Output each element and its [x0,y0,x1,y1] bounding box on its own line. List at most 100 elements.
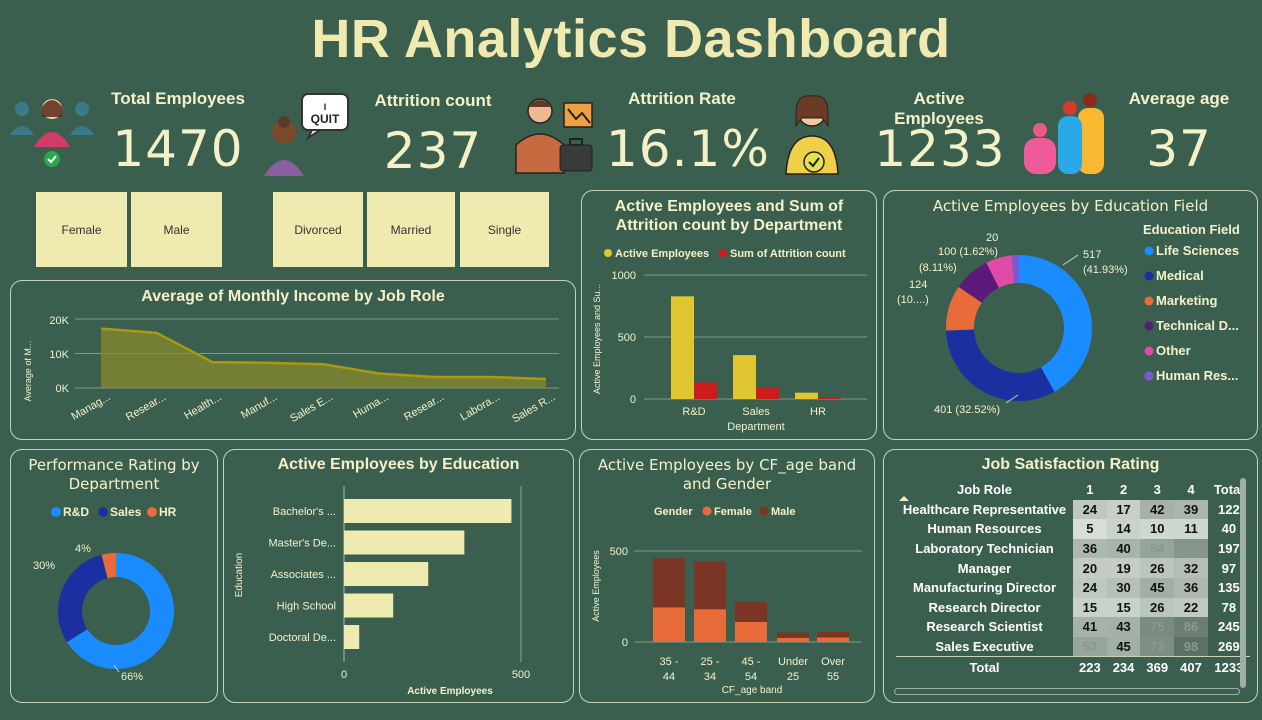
active-employee-icon [785,95,839,175]
job-satisfaction-panel: Job Satisfaction Rating Job Role 1 2 3 4… [883,449,1258,703]
header-rating-2[interactable]: 2 [1119,482,1128,498]
total-cell: 407 [1174,656,1208,677]
income-x-tick: Health... [182,391,223,422]
table-row[interactable]: Manager 20 19 26 32 97 [896,558,1250,578]
education-field-legend-swatch [1144,246,1154,256]
header-rating-3[interactable]: 3 [1153,482,1161,498]
income-y-tick: 20K [49,315,69,327]
rating-cell: 75 [1140,617,1175,637]
total-cell: 135 [1218,580,1240,596]
job-role-cell: Research Director [928,599,1041,615]
age-band-bar [777,637,809,642]
rating-cell: 86 [1174,617,1208,637]
legend-hr: HR [159,505,177,519]
age-x-tick: 55 [827,671,839,683]
education-field-donut: 517 (41.93%) 401 (32.52%) 124 (10....) 1… [897,222,1240,416]
header-job-role[interactable]: Job Role [957,482,1012,498]
rating-cell: 43 [1106,617,1141,637]
slicer-gender-female[interactable]: Female [36,192,127,267]
income-x-tick: Labora... [458,391,502,423]
education-y-tick: High School [277,601,336,613]
age-x-label: CF_age band [722,685,783,696]
education-field-legend-title: Education Field [1143,222,1240,237]
table-row[interactable]: Sales Executive 53 45 73 98 269 [896,636,1250,657]
income-y-tick: 10K [49,349,69,361]
legend-attrition: Sum of Attrition count [730,248,846,260]
rating-cell: 67 [1174,538,1208,559]
performance-slice [67,553,174,669]
slicer-marital-married[interactable]: Married [367,192,455,267]
label-sales-pct: 30% [33,560,55,572]
education-field-legend-swatch [1144,371,1154,381]
legend-sales-swatch [98,507,108,517]
slicer-marital-single[interactable]: Single [460,192,549,267]
income-y-tick: 0K [56,383,70,395]
sort-ascending-icon[interactable] [898,494,910,502]
income-x-tick: Resear... [402,391,446,423]
header-rating-4[interactable]: 4 [1187,482,1195,498]
table-row[interactable]: Manufacturing Director 24 30 45 36 135 [896,577,1250,598]
department-bar [795,392,818,399]
header-total[interactable]: Total [1213,482,1244,498]
age-legend-title: Gender [654,506,693,518]
label-marketing: 124 [909,279,927,291]
age-x-tick: 25 - [701,656,720,668]
education-bar-chart: Education Active Employees Bachelor's ..… [234,486,530,697]
income-x-tick: Manag... [69,391,112,423]
horizontal-scrollbar[interactable] [894,688,1240,695]
job-role-cell: Sales Executive [935,639,1034,655]
department-chart-title: Active Employees and Sum of Attrition cou… [614,198,844,234]
vertical-scrollbar[interactable] [1240,478,1246,688]
age-band-panel: Active Employees by CF_age band and Gende… [579,449,875,703]
income-x-tick: Huma... [351,391,390,421]
kpi-total-employees-label: Total Employees [111,89,245,108]
rating-cell: 20 [1073,558,1107,578]
income-x-tick: Sales E... [288,391,335,425]
education-field-legend-item: Human Res... [1156,368,1238,383]
performance-rating-title: Performance Rating by Department [28,456,200,493]
label-hr-pct: 4% [75,543,91,555]
age-band-bar [653,607,685,642]
table-row[interactable]: Laboratory Technician 36 40 54 67 197 [896,538,1250,559]
slicer-gender-male[interactable]: Male [131,192,222,267]
slicer-marital-divorced[interactable]: Divorced [273,192,363,267]
department-chart-panel: Active Employees and Sum of Attrition cou… [581,190,877,440]
education-chart-title: Active Employees by Education [277,456,520,473]
education-y-tick: Doctoral De... [269,632,336,644]
kpi-attrition-rate-value: 16.1% [606,120,770,178]
rating-cell: 10 [1140,519,1175,539]
department-bar [671,296,694,399]
table-row[interactable]: Healthcare Representative 24 17 42 39 122 [896,499,1250,520]
department-x-tick: Sales [742,406,770,418]
education-bar [344,530,465,555]
label-rd-pct: 66% [121,671,143,683]
header-rating-1[interactable]: 1 [1086,482,1094,498]
job-satisfaction-table: Job Role 1 2 3 4 Total Healthcare Repres… [896,480,1250,677]
income-x-tick: Manuf... [239,391,279,421]
age-band-bar [777,632,809,638]
table-header-row: Job Role 1 2 3 4 Total [896,480,1250,500]
education-field-slice [946,286,982,331]
education-field-slice [958,262,999,303]
legend-female: Female [714,506,752,518]
education-field-panel: Active Employees by Education Field 517 … [883,190,1258,440]
table-row[interactable]: Research Scientist 41 43 75 86 245 [896,617,1250,637]
legend-male: Male [771,506,795,518]
table-row[interactable]: Research Director 15 15 26 22 78 [896,597,1250,618]
table-row[interactable]: Human Resources 5 14 10 11 40 [896,519,1250,539]
svg-text:QUIT: QUIT [311,112,340,126]
job-role-cell: Human Resources [927,521,1042,537]
department-bar [818,397,841,399]
age-band-bar [694,609,726,642]
education-field-legend-swatch [1144,321,1154,331]
total-cell: 369 [1140,656,1175,677]
education-field-slice [986,255,1015,288]
rating-cell: 14 [1106,519,1141,539]
rating-cell: 42 [1140,499,1175,520]
age-band-bar [694,561,726,610]
income-by-job-role-panel: Average of Monthly Income by Job Role Av… [10,280,576,440]
education-panel: Active Employees by Education Education … [223,449,574,703]
label-technical-pct: (8.11%) [919,262,957,274]
age-band-bar [817,637,849,642]
rating-cell: 11 [1174,519,1208,539]
